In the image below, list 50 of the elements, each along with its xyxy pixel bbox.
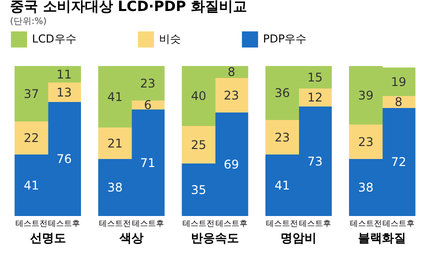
data-label: 73 [307, 154, 323, 168]
data-label: 23 [140, 76, 156, 90]
data-label: 23 [274, 130, 290, 144]
text: 색상 [118, 231, 144, 245]
legend-label: PDP우수 [263, 32, 307, 46]
x-tick-label: 테스트후 [48, 219, 80, 228]
data-label: 76 [56, 152, 72, 166]
data-label: 23 [358, 134, 374, 149]
data-label: 15 [307, 70, 323, 84]
x-tick-label: 테스트전 [15, 219, 48, 228]
x-tick-label: 테스트후 [299, 219, 331, 228]
legend-label: 비슷 [159, 32, 181, 46]
chart-subtitle: (단위:%) [10, 17, 47, 27]
text: 반응속도 [191, 231, 239, 245]
x-tick-label: 테스트후 [132, 219, 164, 228]
x-tick-label: 테스트전 [99, 219, 131, 228]
data-label: 71 [140, 156, 156, 170]
legend-label: LCD우수 [32, 32, 76, 46]
data-label: 8 [228, 65, 236, 79]
data-label: 40 [190, 89, 206, 103]
data-label: 39 [358, 88, 374, 102]
text: 명암비 [280, 231, 317, 245]
data-label: 19 [390, 74, 406, 89]
data-label: 21 [107, 136, 123, 150]
data-label: 72 [390, 155, 406, 169]
x-tick-label: 테스트후 [382, 219, 415, 228]
x-tick-label: 테스트후 [215, 219, 248, 228]
data-label: 11 [56, 67, 72, 82]
data-label: 8 [394, 95, 402, 109]
text: 선명도 [30, 231, 66, 245]
data-label: 41 [107, 90, 123, 104]
data-label: 38 [358, 180, 374, 194]
data-label: 22 [24, 131, 40, 145]
data-label: 6 [144, 98, 152, 112]
x-tick-label: 테스트전 [350, 219, 382, 228]
data-label: 13 [56, 85, 72, 100]
data-label: 36 [274, 86, 290, 100]
data-label: 35 [190, 182, 206, 197]
data-label: 41 [24, 178, 40, 192]
data-label: 25 [190, 138, 206, 152]
x-tick-label: 테스트전 [266, 219, 298, 228]
data-label: 12 [307, 90, 323, 104]
data-label: 38 [107, 180, 123, 194]
text: 블랙화질 [358, 231, 406, 245]
chart-title: 중국 소비자대상 LCD·PDP 화질비교 [10, 0, 247, 15]
data-label: 69 [224, 157, 240, 172]
data-label: 23 [224, 88, 240, 102]
x-tick-label: 테스트전 [182, 219, 215, 228]
data-label: 41 [274, 178, 290, 192]
data-label: 37 [24, 86, 40, 101]
